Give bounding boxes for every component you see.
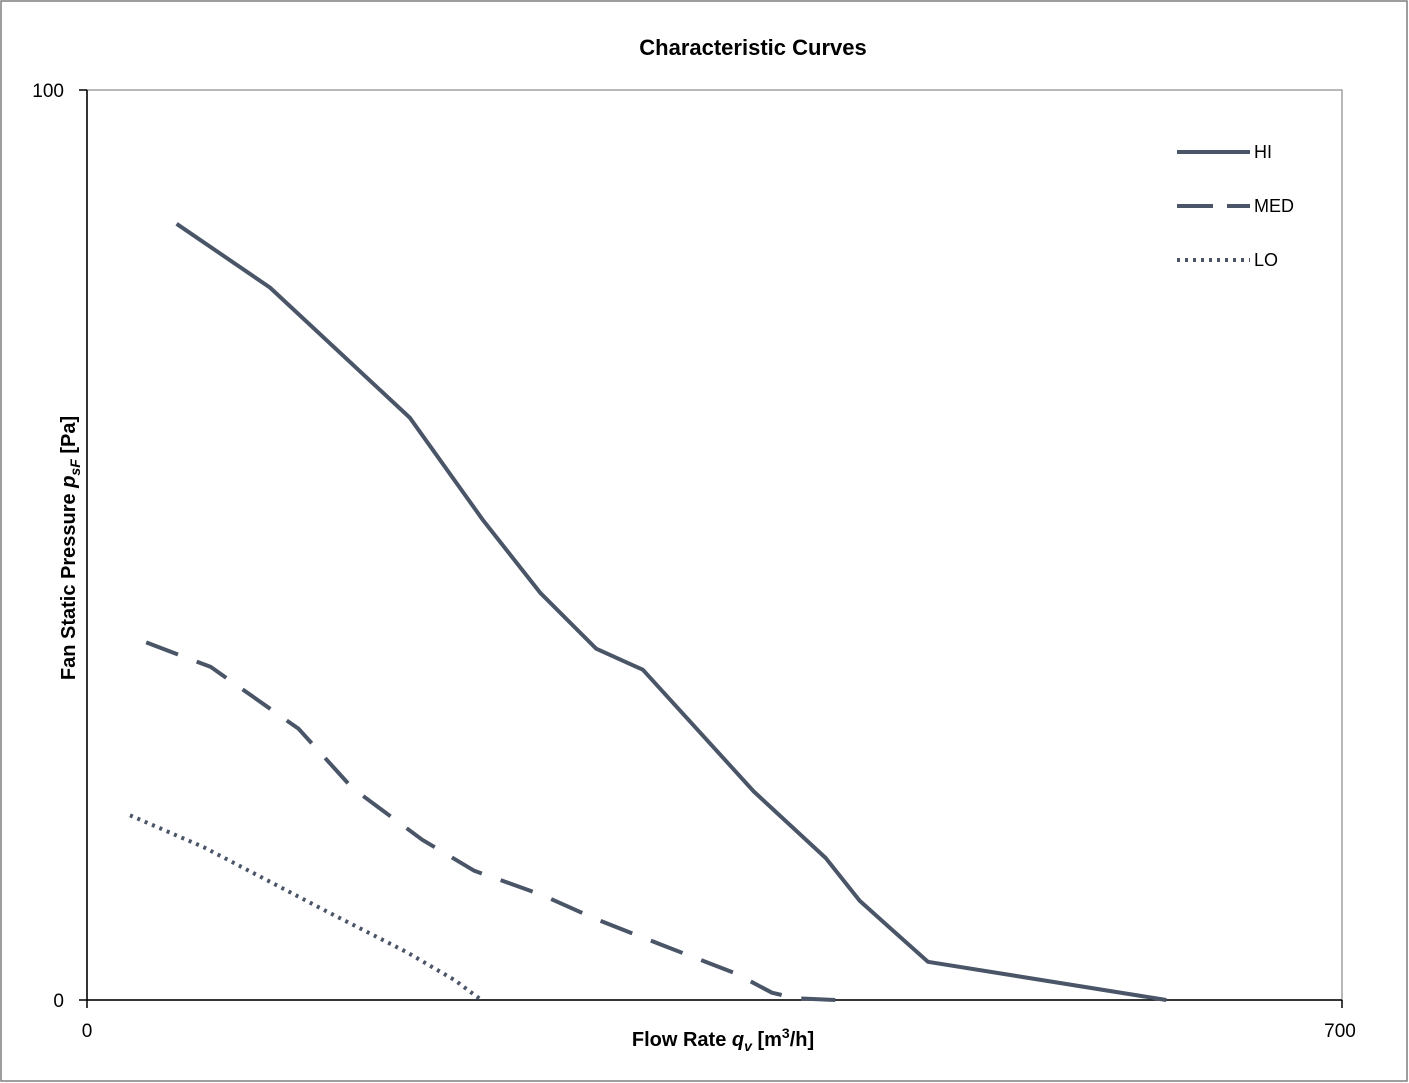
- x-tick-label-max: 700: [1324, 1021, 1356, 1042]
- x-axis-label-sup: 3: [782, 1025, 790, 1041]
- x-axis-label-prefix: Flow Rate: [632, 1029, 732, 1051]
- chart-title: Characteristic Curves: [639, 35, 866, 60]
- x-axis-label-post: /h]: [790, 1029, 814, 1051]
- legend: HI MED LO: [1177, 142, 1294, 270]
- y-axis-label: Fan Static Pressure psF [Pa]: [58, 416, 83, 680]
- x-axis-label: Flow Rate qv [m3/h]: [632, 1025, 814, 1054]
- y-tick-label-min: 0: [53, 991, 64, 1012]
- y-axis-label-post: [Pa]: [58, 416, 80, 459]
- y-tick-label-max: 100: [32, 81, 64, 102]
- series-line-lo: [129, 813, 483, 1002]
- series-line-hi: [175, 222, 1167, 1002]
- legend-label-hi: HI: [1254, 142, 1272, 162]
- series-line-med: [145, 640, 837, 1002]
- legend-label-med: MED: [1254, 196, 1294, 216]
- legend-label-lo: LO: [1254, 250, 1278, 270]
- y-axis-label-prefix: Fan Static Pressure: [58, 488, 80, 680]
- x-axis-label-pre-sup: [m: [752, 1029, 782, 1051]
- y-axis-label-symbol: p: [58, 476, 80, 489]
- x-axis-label-symbol: q: [732, 1029, 744, 1051]
- series-layer: [129, 222, 1167, 1002]
- x-tick-label-min: 0: [82, 1021, 93, 1042]
- y-axis-label-sub: sF: [67, 459, 83, 476]
- x-axis-label-sub: v: [744, 1038, 753, 1054]
